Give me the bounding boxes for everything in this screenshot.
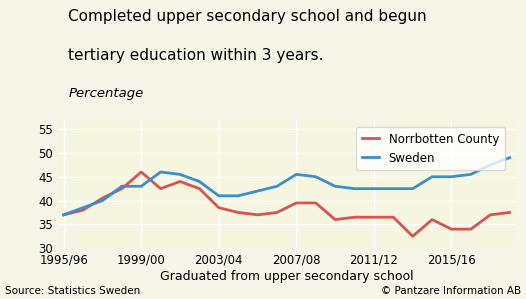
Sweden bbox=[390, 187, 397, 190]
Sweden bbox=[177, 173, 183, 176]
Norrbotten County bbox=[177, 180, 183, 183]
Text: tertiary education within 3 years.: tertiary education within 3 years. bbox=[68, 48, 324, 63]
Sweden bbox=[468, 173, 474, 176]
Norrbotten County bbox=[274, 211, 280, 214]
Legend: Norrbotten County, Sweden: Norrbotten County, Sweden bbox=[356, 127, 505, 170]
Norrbotten County bbox=[235, 211, 241, 214]
Sweden bbox=[216, 194, 222, 198]
Norrbotten County bbox=[216, 206, 222, 210]
Norrbotten County bbox=[332, 218, 338, 221]
Norrbotten County bbox=[410, 234, 416, 238]
Norrbotten County bbox=[468, 227, 474, 231]
Sweden bbox=[119, 184, 125, 188]
Norrbotten County bbox=[448, 227, 454, 231]
Sweden bbox=[448, 175, 454, 179]
X-axis label: Graduated from upper secondary school: Graduated from upper secondary school bbox=[160, 270, 413, 283]
Sweden bbox=[60, 213, 67, 217]
Norrbotten County bbox=[351, 215, 358, 219]
Sweden bbox=[157, 170, 164, 174]
Norrbotten County bbox=[312, 201, 319, 205]
Norrbotten County bbox=[390, 215, 397, 219]
Norrbotten County bbox=[119, 187, 125, 190]
Sweden bbox=[507, 156, 513, 159]
Sweden bbox=[274, 184, 280, 188]
Sweden bbox=[332, 184, 338, 188]
Sweden bbox=[312, 175, 319, 179]
Sweden bbox=[255, 189, 261, 193]
Sweden bbox=[351, 187, 358, 190]
Sweden bbox=[371, 187, 377, 190]
Line: Sweden: Sweden bbox=[64, 158, 510, 215]
Sweden bbox=[410, 187, 416, 190]
Sweden bbox=[99, 199, 106, 202]
Norrbotten County bbox=[138, 170, 145, 174]
Norrbotten County bbox=[255, 213, 261, 217]
Sweden bbox=[138, 184, 145, 188]
Sweden bbox=[80, 206, 86, 210]
Norrbotten County bbox=[371, 215, 377, 219]
Sweden bbox=[235, 194, 241, 198]
Line: Norrbotten County: Norrbotten County bbox=[64, 172, 510, 236]
Text: Percentage: Percentage bbox=[68, 87, 144, 100]
Norrbotten County bbox=[293, 201, 299, 205]
Norrbotten County bbox=[429, 218, 435, 221]
Sweden bbox=[293, 173, 299, 176]
Norrbotten County bbox=[60, 213, 67, 217]
Sweden bbox=[196, 180, 203, 183]
Norrbotten County bbox=[507, 211, 513, 214]
Text: Source: Statistics Sweden: Source: Statistics Sweden bbox=[5, 286, 140, 296]
Sweden bbox=[487, 163, 493, 167]
Norrbotten County bbox=[487, 213, 493, 217]
Norrbotten County bbox=[80, 208, 86, 212]
Norrbotten County bbox=[157, 187, 164, 190]
Text: Completed upper secondary school and begun: Completed upper secondary school and beg… bbox=[68, 9, 427, 24]
Sweden bbox=[429, 175, 435, 179]
Norrbotten County bbox=[196, 187, 203, 190]
Norrbotten County bbox=[99, 196, 106, 200]
Text: © Pantzare Information AB: © Pantzare Information AB bbox=[381, 286, 521, 296]
